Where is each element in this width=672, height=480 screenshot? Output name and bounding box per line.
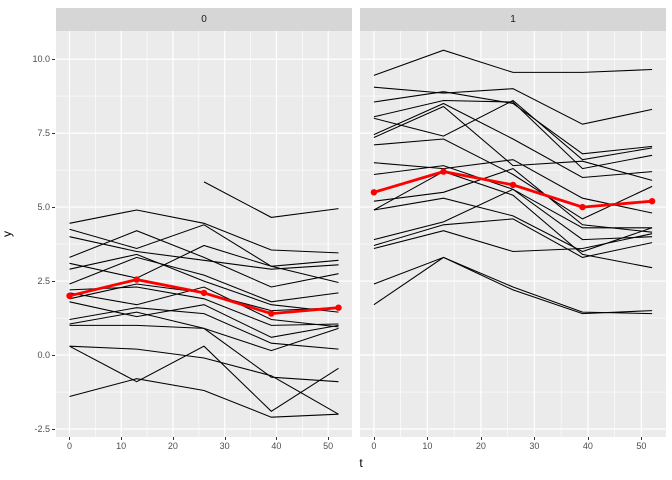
- facet-panel-1: [360, 31, 666, 437]
- x-tick-label: 20: [475, 441, 486, 451]
- trajectory-line: [373, 99, 653, 170]
- trajectory-line: [69, 311, 339, 383]
- trajectory-line: [69, 209, 339, 254]
- panel-background: [56, 31, 352, 437]
- x-axis-title: t: [359, 456, 363, 470]
- trajectory-line: [373, 105, 653, 181]
- trajectory-line: [373, 86, 653, 125]
- x-tick-mark: [480, 437, 482, 440]
- x-tick-label: 20: [167, 441, 178, 451]
- y-tick-label: 2.5: [37, 276, 50, 287]
- x-tick-mark: [373, 437, 375, 440]
- y-tick-mark: [52, 207, 55, 209]
- x-tick-mark: [328, 437, 330, 440]
- trajectory-line: [373, 159, 653, 214]
- x-tick-label: 0: [371, 441, 377, 451]
- x-tick-label: 0: [66, 441, 72, 451]
- panel-background: [360, 31, 666, 437]
- facet-panel-0: [56, 31, 352, 437]
- x-tick-label: 50: [636, 441, 647, 451]
- mean-point: [335, 304, 342, 311]
- mean-point: [268, 310, 275, 317]
- trajectory-line: [373, 188, 653, 241]
- trajectory-line: [69, 286, 339, 328]
- trajectory-line: [69, 244, 339, 284]
- trajectory-line: [373, 102, 653, 179]
- x-tick-mark: [641, 437, 643, 440]
- trajectory-line: [69, 253, 339, 313]
- mean-point: [370, 189, 378, 196]
- x-tick-label: 40: [271, 441, 282, 451]
- trajectory-line: [69, 236, 339, 270]
- x-tick-label: 30: [529, 441, 540, 451]
- x-tick-label: 50: [323, 441, 334, 451]
- trajectory-line: [69, 230, 339, 288]
- y-tick-label: 10.0: [32, 54, 50, 65]
- mean-point: [200, 289, 208, 297]
- trajectory-line: [69, 256, 339, 303]
- x-tick-label: 30: [219, 441, 230, 451]
- trajectory-line: [373, 49, 653, 76]
- x-tick-label: 10: [422, 441, 433, 451]
- facet-strip-label: 1: [510, 14, 516, 25]
- x-tick-mark: [69, 437, 71, 440]
- x-tick-mark: [587, 437, 589, 440]
- x-tick-mark: [276, 437, 278, 440]
- x-tick-mark: [534, 437, 536, 440]
- trajectory-line: [373, 256, 653, 315]
- trajectory-line: [69, 307, 339, 350]
- y-tick-mark: [52, 59, 55, 61]
- y-tick-mark: [52, 133, 55, 135]
- trajectory-line: [373, 168, 653, 233]
- x-tick-label: 40: [582, 441, 593, 451]
- x-tick-mark: [224, 437, 226, 440]
- mean-point: [133, 276, 140, 283]
- mean-point: [509, 181, 517, 189]
- trajectory-line: [69, 345, 339, 412]
- trajectory-line: [373, 218, 653, 258]
- x-tick-label: 10: [116, 441, 127, 451]
- trajectory-line: [69, 286, 339, 326]
- trajectory-line: [373, 230, 653, 253]
- mean-point: [66, 292, 73, 299]
- y-tick-label: 5.0: [37, 202, 50, 213]
- trajectory-line: [373, 99, 653, 161]
- mean-point: [579, 203, 586, 211]
- trajectory-line: [373, 138, 653, 220]
- mean-point: [648, 198, 656, 205]
- trajectory-line: [69, 345, 339, 415]
- facet-strip-1: 1: [360, 8, 666, 31]
- y-tick-label: 0.0: [37, 350, 50, 361]
- trajectory-line: [203, 181, 339, 218]
- mean-point: [440, 168, 447, 175]
- x-tick-mark: [427, 437, 429, 440]
- trajectory-line: [69, 224, 339, 267]
- y-tick-label: 7.5: [37, 128, 50, 139]
- trajectory-line: [373, 91, 653, 155]
- y-axis-title: y: [0, 231, 14, 237]
- y-tick-label: -2.5: [34, 424, 50, 434]
- x-tick-mark: [172, 437, 174, 440]
- y-tick-mark: [52, 429, 55, 430]
- y-tick-mark: [52, 281, 55, 283]
- trajectory-line: [69, 378, 339, 418]
- facet-strip-label: 0: [201, 14, 207, 25]
- trajectory-line: [373, 171, 653, 269]
- x-tick-mark: [121, 437, 123, 440]
- y-tick-mark: [52, 355, 55, 357]
- facet-strip-0: 0: [56, 8, 352, 31]
